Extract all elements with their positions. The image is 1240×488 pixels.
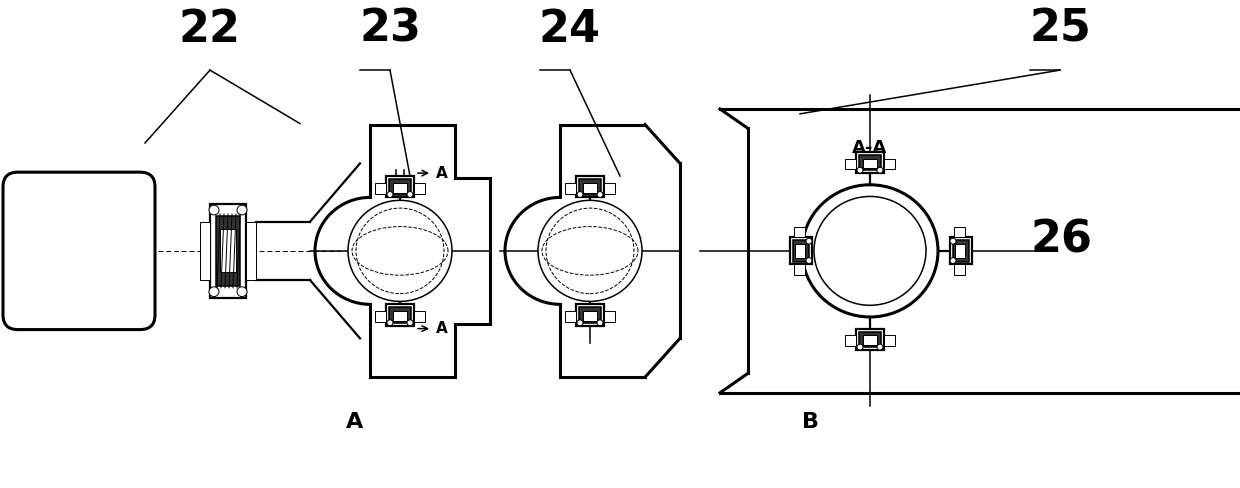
- Bar: [583, 311, 596, 321]
- Text: 23: 23: [360, 8, 420, 51]
- Bar: [955, 244, 965, 258]
- Bar: [389, 179, 410, 195]
- Bar: [577, 176, 604, 198]
- Bar: [565, 183, 577, 194]
- Circle shape: [950, 238, 956, 244]
- Bar: [414, 183, 425, 194]
- Bar: [579, 307, 601, 323]
- Bar: [389, 307, 410, 323]
- Circle shape: [387, 192, 393, 198]
- Bar: [859, 331, 880, 347]
- Circle shape: [210, 205, 219, 215]
- Circle shape: [577, 320, 583, 325]
- Circle shape: [857, 167, 863, 173]
- Bar: [393, 183, 407, 193]
- Circle shape: [877, 344, 883, 350]
- Bar: [577, 305, 604, 325]
- Text: B: B: [801, 412, 818, 431]
- Circle shape: [877, 167, 883, 173]
- Bar: [374, 311, 386, 322]
- Bar: [859, 155, 880, 170]
- Circle shape: [577, 192, 583, 198]
- Bar: [863, 159, 877, 168]
- Bar: [950, 237, 972, 264]
- Bar: [604, 311, 615, 322]
- Circle shape: [813, 197, 926, 305]
- Bar: [604, 183, 615, 194]
- Text: A-A: A-A: [852, 139, 888, 157]
- Text: A: A: [346, 412, 363, 431]
- Bar: [386, 176, 414, 198]
- Bar: [579, 179, 601, 195]
- Text: A: A: [436, 321, 448, 336]
- Circle shape: [237, 205, 247, 215]
- Circle shape: [348, 201, 453, 302]
- Bar: [954, 240, 968, 262]
- Circle shape: [596, 192, 603, 198]
- Bar: [219, 229, 236, 272]
- Bar: [210, 204, 246, 298]
- Bar: [790, 237, 812, 264]
- Circle shape: [407, 192, 413, 198]
- Circle shape: [210, 287, 219, 297]
- Text: A: A: [436, 165, 448, 181]
- Circle shape: [407, 320, 413, 325]
- Circle shape: [950, 258, 956, 264]
- Bar: [565, 311, 577, 322]
- Bar: [200, 222, 210, 280]
- Circle shape: [237, 287, 247, 297]
- Bar: [374, 183, 386, 194]
- Circle shape: [596, 320, 603, 325]
- Circle shape: [802, 185, 937, 317]
- Bar: [884, 335, 895, 346]
- Bar: [246, 222, 255, 280]
- Circle shape: [806, 258, 812, 264]
- Bar: [856, 152, 884, 173]
- Bar: [954, 264, 965, 275]
- Bar: [216, 216, 241, 286]
- Bar: [884, 159, 895, 169]
- Circle shape: [806, 238, 812, 244]
- Circle shape: [387, 320, 393, 325]
- Text: 26: 26: [1030, 219, 1092, 262]
- Circle shape: [857, 344, 863, 350]
- Bar: [386, 305, 414, 325]
- Bar: [393, 311, 407, 321]
- Text: 24: 24: [539, 8, 601, 51]
- Bar: [794, 240, 808, 262]
- Bar: [844, 335, 856, 346]
- FancyBboxPatch shape: [2, 172, 155, 329]
- Bar: [583, 183, 596, 193]
- Bar: [794, 226, 805, 237]
- Bar: [795, 244, 805, 258]
- Text: 25: 25: [1029, 8, 1091, 51]
- Circle shape: [538, 201, 642, 302]
- Bar: [863, 335, 877, 345]
- Bar: [954, 226, 965, 237]
- Text: 22: 22: [179, 8, 241, 51]
- Bar: [414, 311, 425, 322]
- Bar: [794, 264, 805, 275]
- Bar: [856, 328, 884, 350]
- Bar: [844, 159, 856, 169]
